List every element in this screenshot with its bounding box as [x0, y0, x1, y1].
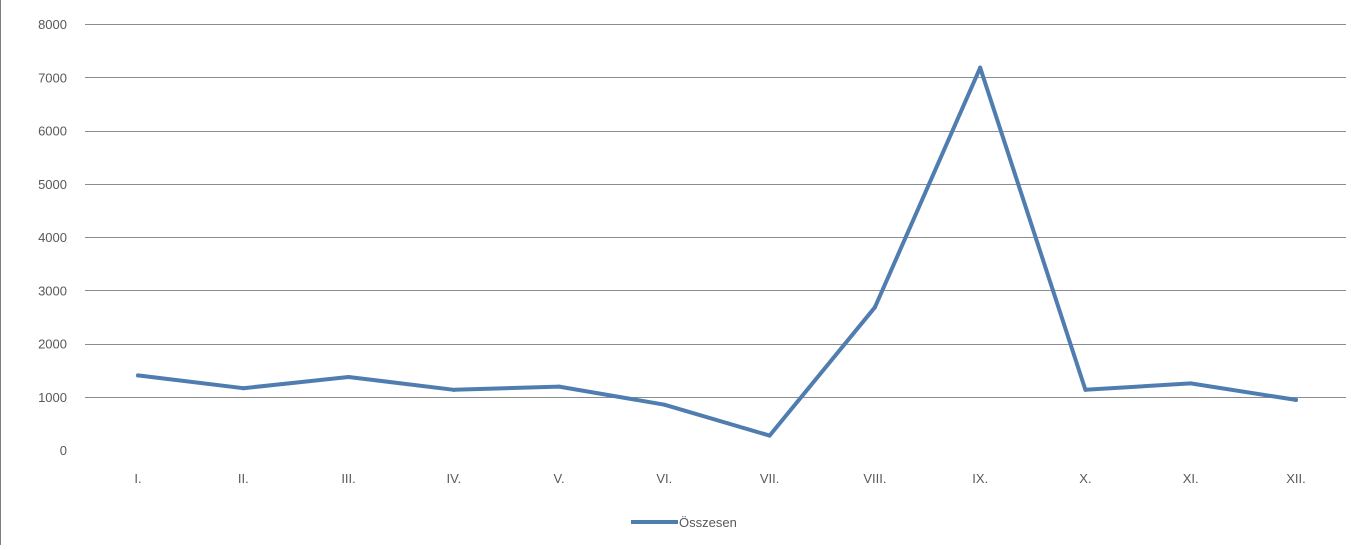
data-point	[767, 433, 772, 438]
x-tick-label: I.	[134, 471, 141, 486]
data-point	[557, 384, 562, 389]
series-layer	[136, 65, 1298, 438]
y-axis-ticks: 0 1000 2000 3000 4000 5000 6000 7000 8000	[38, 17, 67, 458]
legend: Összesen	[631, 515, 737, 530]
data-point	[1083, 387, 1088, 392]
x-tick-label: XII.	[1286, 471, 1306, 486]
data-point	[662, 402, 667, 407]
data-point	[1188, 381, 1193, 386]
y-tick-label: 4000	[38, 230, 67, 245]
y-tick-label: 7000	[38, 70, 67, 85]
y-tick-label: 5000	[38, 177, 67, 192]
data-point	[241, 386, 246, 391]
y-tick-label: 6000	[38, 124, 67, 139]
series-line-0	[136, 65, 1298, 438]
x-tick-label: VII.	[760, 471, 780, 486]
data-point	[451, 387, 456, 392]
y-tick-label: 3000	[38, 283, 67, 298]
gridlines	[85, 24, 1346, 398]
x-tick-label: V.	[554, 471, 565, 486]
x-tick-label: VI.	[656, 471, 672, 486]
x-tick-label: IX.	[972, 471, 988, 486]
legend-label-osszesen: Összesen	[679, 515, 737, 530]
x-tick-label: III.	[341, 471, 355, 486]
x-tick-label: X.	[1079, 471, 1091, 486]
data-point	[978, 65, 983, 70]
x-axis-ticks: I. II. III. IV. V. VI. VII. VIII. IX. X. XI. XII.	[134, 471, 1305, 486]
x-tick-label: VIII.	[863, 471, 886, 486]
data-point	[136, 373, 140, 378]
data-point	[872, 305, 877, 310]
y-tick-label: 2000	[38, 337, 67, 352]
data-point	[346, 375, 351, 380]
y-tick-label: 0	[60, 443, 67, 458]
x-tick-label: XI.	[1183, 471, 1199, 486]
data-point	[1293, 397, 1298, 402]
x-tick-label: IV.	[446, 471, 461, 486]
x-tick-label: II.	[238, 471, 249, 486]
y-tick-label: 1000	[38, 390, 67, 405]
y-tick-label: 8000	[38, 17, 67, 32]
